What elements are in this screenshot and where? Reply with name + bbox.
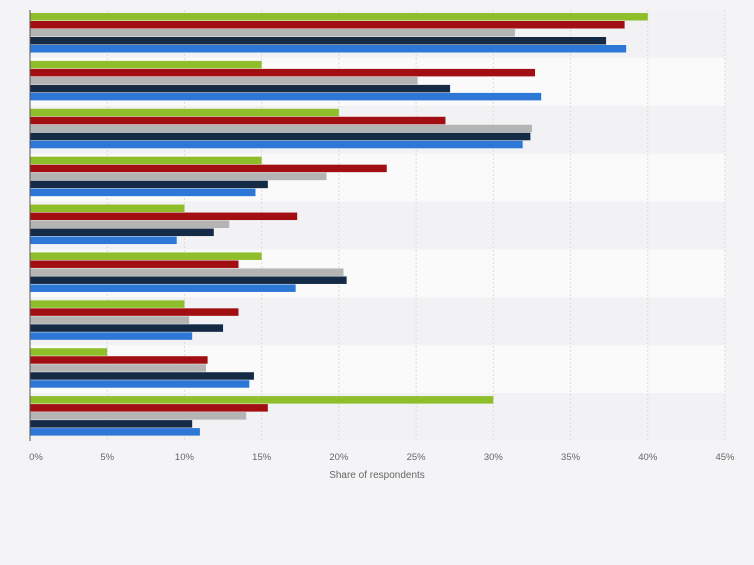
bar xyxy=(30,324,224,332)
bar xyxy=(30,268,344,276)
bar xyxy=(30,300,185,308)
x-tick-label: 35% xyxy=(561,452,581,463)
bar xyxy=(30,348,108,356)
bar xyxy=(30,204,185,213)
bar xyxy=(30,308,239,316)
bar xyxy=(30,332,193,340)
x-tick-label: 40% xyxy=(638,452,658,463)
bar xyxy=(30,140,523,149)
bar xyxy=(30,76,418,85)
x-tick-label: 15% xyxy=(252,452,272,463)
x-tick-labels: 0% 5% 10% 15% 20% 25% 30% 35% 40% 45% xyxy=(29,452,735,463)
bar xyxy=(30,68,536,77)
bar xyxy=(30,252,262,260)
bar xyxy=(30,372,254,380)
bar xyxy=(30,60,262,69)
bar xyxy=(30,92,542,101)
bar xyxy=(30,212,298,221)
x-tick-label: 10% xyxy=(175,452,195,463)
bar xyxy=(30,236,177,245)
bar xyxy=(30,356,208,364)
x-tick-label: 45% xyxy=(715,452,735,463)
bar xyxy=(30,13,648,21)
bar xyxy=(30,108,339,117)
bar xyxy=(30,164,387,173)
bar xyxy=(30,180,268,189)
bar xyxy=(30,124,532,133)
bar xyxy=(30,156,262,165)
bar xyxy=(30,188,256,197)
bar xyxy=(30,316,190,324)
bar xyxy=(30,420,193,428)
bar xyxy=(30,404,268,412)
bar xyxy=(30,172,327,181)
x-tick-label: 20% xyxy=(329,452,349,463)
bar xyxy=(30,364,207,372)
bar xyxy=(30,428,200,436)
bar xyxy=(30,284,296,292)
bar xyxy=(30,380,250,388)
bar xyxy=(30,412,247,420)
x-tick-label: 25% xyxy=(407,452,427,463)
bar xyxy=(30,260,239,268)
bar xyxy=(30,132,531,141)
bar xyxy=(30,37,607,45)
bars xyxy=(30,13,648,436)
bar xyxy=(30,276,347,284)
bar xyxy=(30,29,515,37)
x-tick-label: 30% xyxy=(484,452,504,463)
x-tick-label: 0% xyxy=(29,452,43,463)
bar xyxy=(30,116,446,125)
bar xyxy=(30,45,627,53)
x-axis-label: Share of respondents xyxy=(329,470,425,481)
bar xyxy=(30,21,625,29)
bar xyxy=(30,396,494,404)
bar xyxy=(30,228,214,237)
bar xyxy=(30,84,451,93)
x-tick-label: 5% xyxy=(100,452,114,463)
bar xyxy=(30,220,230,229)
